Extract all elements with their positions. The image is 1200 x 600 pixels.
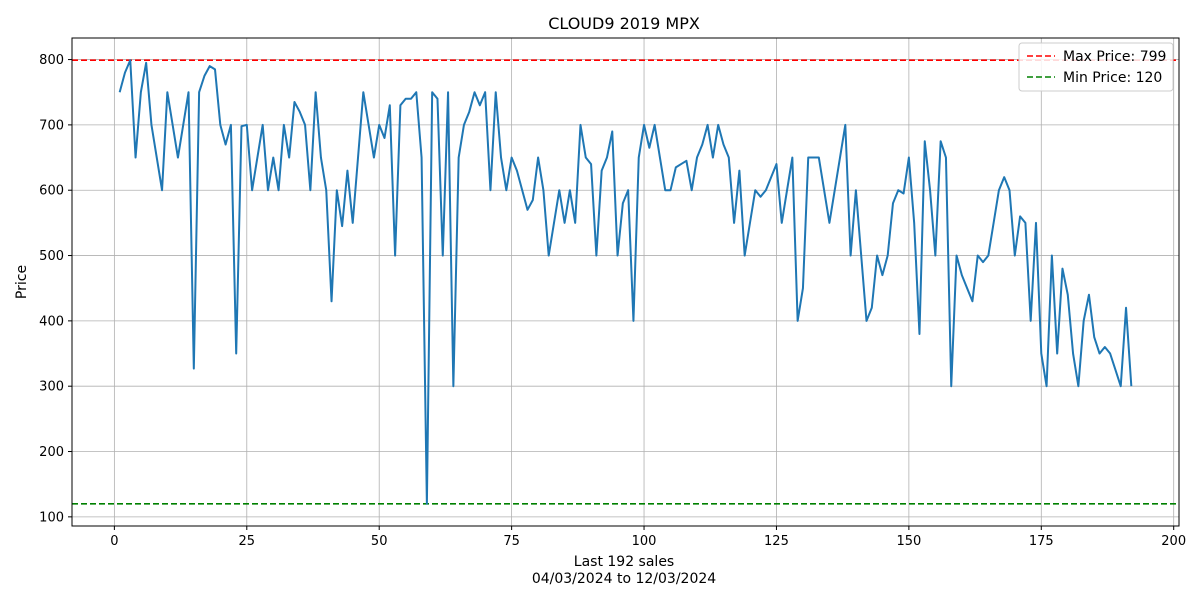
- x-tick-label: 150: [896, 534, 921, 549]
- y-tick-label: 800: [39, 53, 64, 68]
- y-axis-ticks: 100 200 300 400 500 600 700 800: [39, 53, 72, 525]
- y-tick-label: 200: [39, 445, 64, 460]
- legend-label: Min Price: 120: [1063, 70, 1162, 86]
- x-tick-label: 25: [239, 534, 256, 549]
- x-axis-ticks: 0 25 50 75 100 125 150 175 200: [110, 526, 1186, 549]
- chart-title: CLOUD9 2019 MPX: [548, 14, 700, 33]
- x-tick-label: 200: [1161, 534, 1186, 549]
- y-tick-label: 700: [39, 118, 64, 133]
- y-tick-label: 300: [39, 380, 64, 395]
- x-tick-label: 75: [503, 534, 520, 549]
- x-tick-label: 175: [1029, 534, 1054, 549]
- series-line: [118, 59, 1133, 505]
- legend: Max Price: 799 Min Price: 120: [1018, 42, 1174, 92]
- legend-box: [1018, 42, 1174, 92]
- x-axis-sublabel: 04/03/2024 to 12/03/2024: [532, 571, 716, 587]
- plot-frame: [71, 37, 1180, 527]
- x-tick-label: 50: [371, 534, 388, 549]
- y-tick-label: 100: [39, 510, 64, 525]
- x-axis-label: Last 192 sales: [574, 554, 674, 570]
- x-tick-label: 125: [764, 534, 789, 549]
- legend-label: Max Price: 799: [1063, 49, 1166, 65]
- reference-lines: [72, 59, 1179, 505]
- y-tick-label: 500: [39, 249, 64, 264]
- y-tick-label: 600: [39, 184, 64, 199]
- x-tick-label: 100: [632, 534, 657, 549]
- y-tick-label: 400: [39, 314, 64, 329]
- y-axis-label: Price: [14, 265, 30, 299]
- x-tick-label: 0: [110, 534, 118, 549]
